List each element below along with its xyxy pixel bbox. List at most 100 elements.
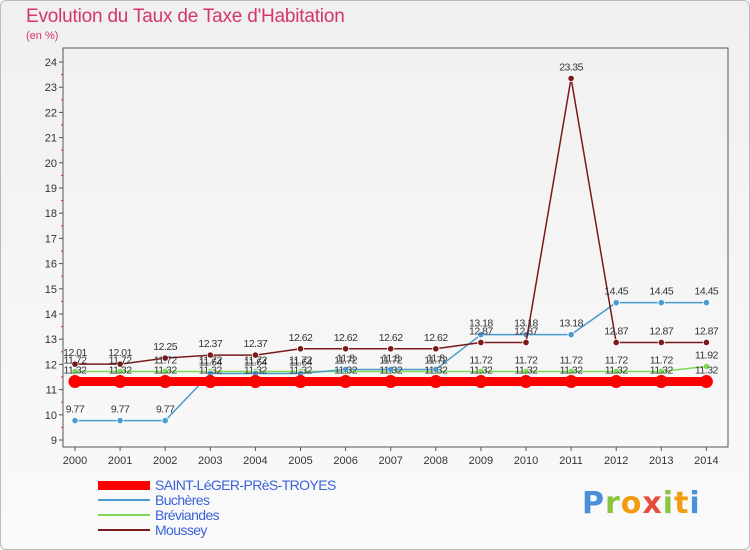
data-point	[71, 367, 79, 376]
chart-title: Evolution du Taux de Taxe d'Habitation	[26, 6, 345, 27]
x-tick-label: 2006	[333, 455, 357, 467]
y-tick-label: 19	[45, 183, 57, 195]
y-tick-label: 10	[45, 410, 57, 422]
legend-label: Buchères	[155, 492, 210, 508]
series-line	[75, 77, 707, 365]
data-label: 11.32	[289, 365, 313, 377]
data-label: 12.25	[153, 341, 177, 353]
data-point	[612, 299, 620, 307]
data-point	[702, 299, 711, 307]
data-label: 11.32	[560, 365, 584, 377]
data-point	[474, 375, 488, 389]
chart-subtitle: (en %)	[26, 30, 59, 42]
y-tick-label: 16	[45, 259, 57, 271]
x-tick-label: 2007	[378, 455, 402, 467]
data-point	[387, 345, 395, 353]
data-point	[71, 360, 79, 368]
data-point	[612, 367, 620, 376]
data-label: 11.32	[64, 365, 88, 377]
data-label: 11.32	[109, 365, 133, 377]
data-label: 14.45	[695, 286, 719, 298]
data-point	[116, 416, 124, 425]
data-label: 11.32	[695, 365, 719, 377]
data-point	[116, 367, 124, 376]
data-point	[477, 338, 485, 347]
data-point	[387, 365, 395, 374]
x-tick-label: 2009	[469, 455, 493, 467]
data-point	[657, 367, 665, 376]
brand-logo: Proxiti	[582, 486, 701, 521]
data-point	[158, 375, 172, 389]
y-tick-label: 18	[45, 208, 57, 220]
data-label: 13.18	[514, 318, 538, 330]
y-tick-label: 9	[51, 435, 57, 447]
legend-swatch	[98, 499, 150, 501]
data-point	[609, 375, 623, 389]
data-label: 12.01	[63, 347, 87, 359]
data-label: 13.18	[469, 318, 493, 330]
data-point	[522, 338, 530, 347]
data-point	[341, 365, 350, 374]
data-point	[251, 351, 259, 359]
data-label: 9.77	[156, 404, 175, 416]
data-point	[116, 360, 124, 368]
data-point	[206, 351, 214, 359]
y-tick-label: 11	[46, 385, 57, 397]
data-point	[161, 416, 169, 425]
data-point	[477, 331, 485, 339]
data-label: 12.87	[695, 325, 719, 337]
x-tick-label: 2014	[694, 455, 718, 467]
data-label: 11.32	[379, 365, 403, 377]
x-tick-label: 2010	[514, 455, 538, 467]
data-label: 11.32	[469, 365, 493, 377]
data-label: 11.72	[244, 354, 268, 366]
legend-label: Moussey	[155, 522, 207, 538]
data-label: 11.72	[109, 354, 133, 366]
x-tick-label: 2003	[198, 455, 222, 467]
y-tick-label: 20	[45, 158, 57, 170]
data-label: 11.64	[289, 356, 313, 368]
legend-swatch	[98, 481, 150, 490]
x-tick-label: 2012	[604, 455, 628, 467]
data-point	[564, 375, 578, 389]
x-tick-label: 2013	[649, 455, 673, 467]
y-tick-label: 14	[45, 309, 57, 321]
data-label: 11.32	[605, 365, 629, 377]
legend-swatch	[98, 529, 150, 531]
data-label: 11.72	[379, 354, 403, 366]
y-tick-label: 21	[45, 133, 57, 145]
data-label: 12.87	[469, 325, 493, 337]
data-point	[432, 345, 440, 353]
x-tick-label: 2001	[108, 455, 132, 467]
data-label: 11.72	[424, 354, 448, 366]
chart-axes: 9 10 11 12 13 14 15 16 17 18 19 20 21 22 23 24 2000 2001 2…	[45, 47, 729, 467]
data-label: 12.62	[289, 332, 313, 344]
series-layer	[68, 74, 713, 425]
y-tick-label: 22	[45, 107, 57, 119]
data-point	[161, 367, 169, 376]
data-label: 11.8	[427, 352, 445, 364]
data-point	[657, 299, 665, 307]
data-label: 12.62	[379, 332, 403, 344]
data-label: 11.72	[515, 354, 539, 366]
data-label: 11.32	[515, 365, 539, 377]
data-label: 14.45	[649, 286, 673, 298]
data-label: 12.87	[514, 325, 538, 337]
data-label: 11.32	[154, 365, 178, 377]
y-tick-label: 17	[45, 233, 57, 245]
data-label: 12.01	[108, 347, 132, 359]
data-point	[612, 338, 620, 347]
data-point	[432, 365, 440, 374]
data-label: 11.72	[334, 354, 358, 366]
data-point	[248, 375, 262, 389]
data-label: 12.87	[649, 325, 673, 337]
data-label: 11.72	[154, 354, 178, 366]
data-point	[567, 74, 575, 82]
data-point	[203, 375, 217, 389]
plot-area	[62, 47, 729, 448]
data-label: 9.77	[111, 404, 130, 416]
data-label: 11.72	[289, 354, 313, 366]
data-label: 11.92	[695, 349, 719, 361]
y-tick-label: 23	[45, 82, 57, 94]
